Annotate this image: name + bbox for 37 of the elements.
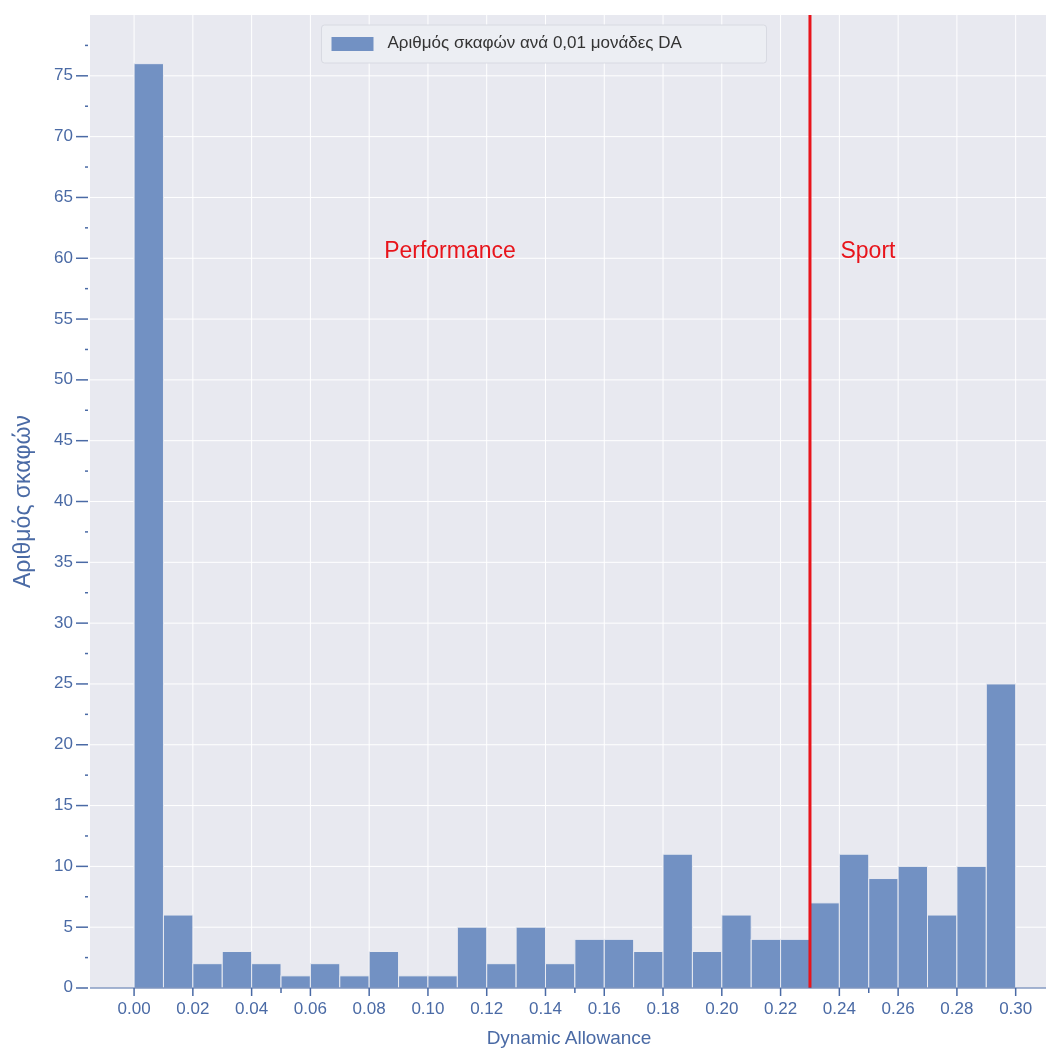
y-tick-label: 0 [63,977,73,997]
y-tick-label: 70 [54,126,73,146]
y-tick-label: 25 [54,673,73,693]
x-tick-label: 0.18 [646,999,680,1018]
y-tick-label: 65 [54,186,73,206]
y-tick-label: 75 [54,65,73,85]
y-tick-label: 5 [63,916,73,936]
x-tick-label: 0.24 [822,999,856,1018]
x-tick-label: 0.12 [470,999,504,1018]
x-tick-label: 0.08 [352,999,386,1018]
y-tick-label: 35 [54,551,73,571]
y-tick-label: 20 [54,734,73,754]
y-tick-label: 55 [54,308,73,328]
x-tick-label: 0.06 [293,999,327,1018]
legend-label: Αριθμός σκαφών ανά 0,01 μονάδες DA [387,33,683,53]
y-tick-label: 60 [54,247,73,267]
x-tick-label: 0.30 [999,999,1033,1018]
x-tick-label: 0.28 [940,999,974,1018]
annotation: Performance [384,236,516,263]
y-tick-label: 30 [54,612,73,632]
x-tick-label: 0.00 [117,999,151,1018]
y-tick-label: 10 [54,855,73,875]
x-tick-label: 0.20 [705,999,739,1018]
y-axis-title: Αριθμός σκαφών [9,415,35,588]
x-axis-title: Dynamic Allowance [486,1027,652,1048]
y-tick-label: 45 [54,430,73,450]
x-tick-label: 0.22 [764,999,798,1018]
y-tick-label: 50 [54,369,73,389]
x-tick-label: 0.26 [881,999,915,1018]
y-tick-label: 40 [54,490,73,510]
x-tick-label: 0.04 [235,999,269,1018]
x-tick-label: 0.14 [528,999,563,1018]
x-tick-label: 0.10 [411,999,445,1018]
x-tick-label: 0.16 [587,999,621,1018]
annotation: Sport [840,236,897,263]
y-tick-label: 15 [54,795,73,815]
x-tick-label: 0.02 [176,999,210,1018]
